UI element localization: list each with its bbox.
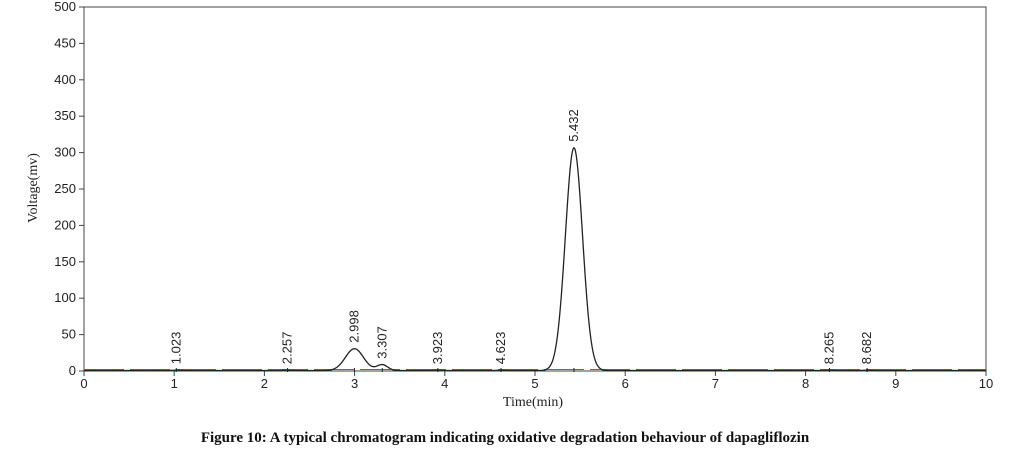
y-tick-label: 300 [54,145,76,160]
y-tick-label: 150 [54,254,76,269]
chromatogram-trace [84,146,986,372]
figure-caption: Figure 10: A typical chromatogram indica… [200,430,810,446]
x-tick-label: 7 [712,376,719,391]
x-tick-label: 6 [622,376,629,391]
y-tick-label: 50 [62,327,76,342]
x-axis-title: Time(min) [503,395,563,410]
peak-label: 5.432 [566,109,581,142]
x-tick-label: 2 [261,376,268,391]
peak-label: 4.623 [493,332,508,365]
x-tick-label: 10 [979,376,993,391]
x-tick-label: 5 [531,376,538,391]
y-tick-label: 400 [54,72,76,87]
y-tick-label: 200 [54,217,76,232]
y-tick-label: 250 [54,181,76,196]
peak-label: 2.998 [346,310,361,343]
y-tick-label: 500 [54,0,76,14]
x-tick-label: 4 [441,376,448,391]
chromatogram-chart: 0 50 100 150 200 250 300 350 400 450 500 0 1 2 3 4 5 6 7 8 9… [26,0,993,410]
x-tick-label: 1 [171,376,178,391]
y-tick-label: 450 [54,35,76,50]
peak-label: 1.023 [168,332,183,365]
y-tick-label: 100 [54,290,76,305]
y-axis-title: Voltage(mv) [26,153,41,223]
peak-label: 2.257 [280,332,295,365]
peak-label: 8.265 [822,332,837,365]
peak-label: 3.307 [374,326,389,359]
x-tick-label: 0 [80,376,87,391]
peak-label: 3.923 [430,332,445,365]
y-tick-label: 350 [54,108,76,123]
x-tick-label: 9 [892,376,899,391]
peak-label: 8.682 [859,332,874,365]
x-tick-label: 3 [351,376,358,391]
plot-frame [83,6,987,372]
x-tick-label: 8 [802,376,809,391]
y-tick-label: 0 [69,363,76,378]
